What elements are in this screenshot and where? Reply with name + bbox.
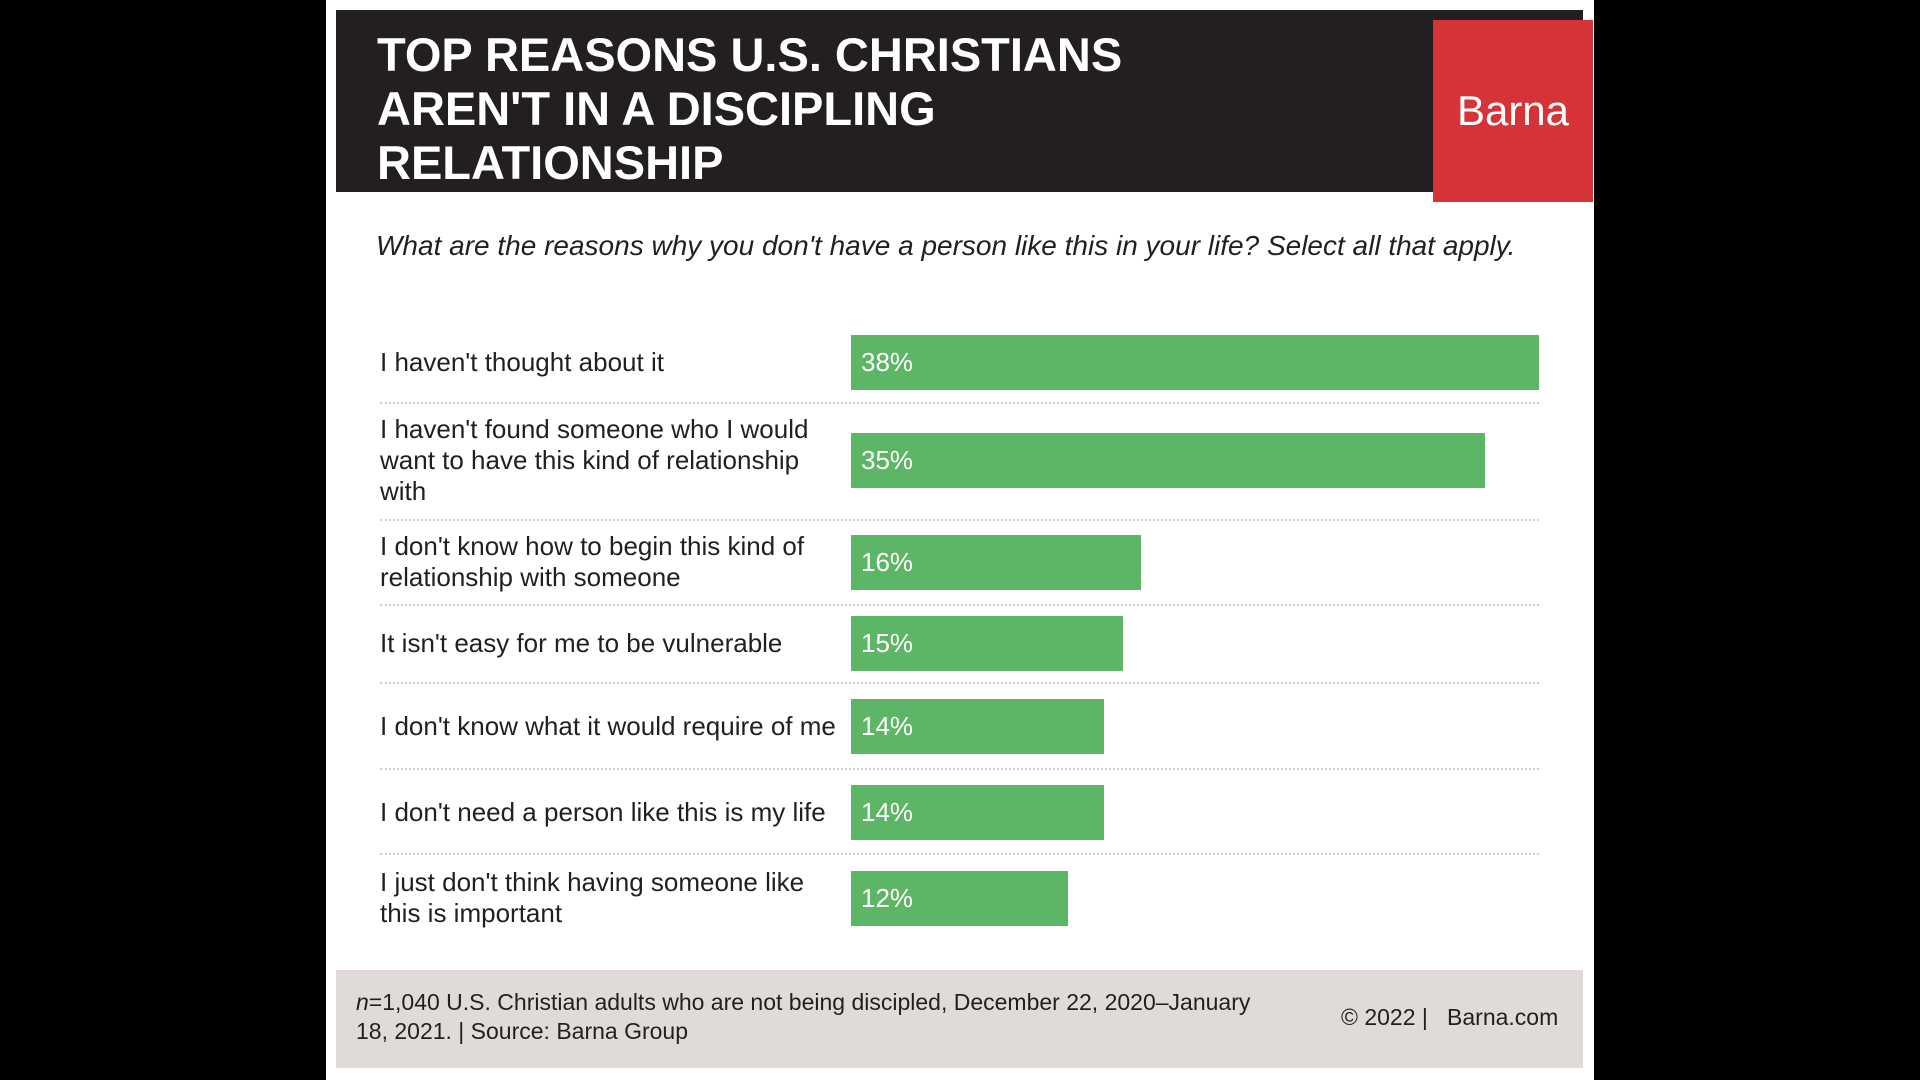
value-label: 15% xyxy=(861,627,914,658)
bar: 15% xyxy=(851,615,1123,671)
infographic-card: TOP REASONS U.S. CHRISTIANS AREN'T IN A … xyxy=(326,0,1594,1080)
category-label: I haven't thought about it xyxy=(380,346,664,377)
credits: © 2022 | Barna.com xyxy=(1341,1004,1558,1031)
row-separator xyxy=(380,768,1539,770)
website: Barna.com xyxy=(1447,1004,1559,1030)
note-variable: n xyxy=(356,989,369,1015)
row-separator xyxy=(380,402,1539,404)
footer: n=1,040 U.S. Christian adults who are no… xyxy=(336,970,1583,1068)
value-label: 16% xyxy=(861,546,914,577)
category-label: I don't know how to begin this kind of r… xyxy=(380,531,805,592)
note-text: =1,040 U.S. Christian adults who are not… xyxy=(356,989,1251,1044)
row-separator xyxy=(380,604,1539,606)
category-label: I just don't think having someone like t… xyxy=(380,867,805,928)
category-label: It isn't easy for me to be vulnerable xyxy=(380,627,783,658)
bar: 12% xyxy=(851,870,1069,926)
row-separator xyxy=(380,519,1539,521)
value-label: 12% xyxy=(861,882,914,913)
brand-logo: Barna xyxy=(1433,20,1593,202)
bar: 14% xyxy=(851,698,1105,754)
value-label: 38% xyxy=(861,346,914,377)
category-label: I don't need a person like this is my li… xyxy=(380,796,826,827)
bar: 14% xyxy=(851,784,1105,840)
header: TOP REASONS U.S. CHRISTIANS AREN'T IN A … xyxy=(336,10,1593,202)
value-label: 35% xyxy=(861,444,914,475)
bar: 38% xyxy=(851,334,1539,390)
bar: 35% xyxy=(851,432,1485,488)
chart-title: TOP REASONS U.S. CHRISTIANS AREN'T IN A … xyxy=(377,28,1123,189)
category-label: I don't know what it would require of me xyxy=(380,710,836,741)
value-label: 14% xyxy=(861,710,914,741)
row-separator xyxy=(380,853,1539,855)
copyright: © 2022 | xyxy=(1341,1004,1428,1030)
source-note: n=1,040 U.S. Christian adults who are no… xyxy=(356,988,1256,1046)
value-label: 14% xyxy=(861,796,914,827)
bar: 16% xyxy=(851,534,1141,590)
category-label: I haven't found someone who I would want… xyxy=(380,413,809,506)
brand-text: Barna xyxy=(1456,87,1570,134)
chart-subtitle: What are the reasons why you don't have … xyxy=(376,230,1516,261)
row-separator xyxy=(380,682,1539,684)
